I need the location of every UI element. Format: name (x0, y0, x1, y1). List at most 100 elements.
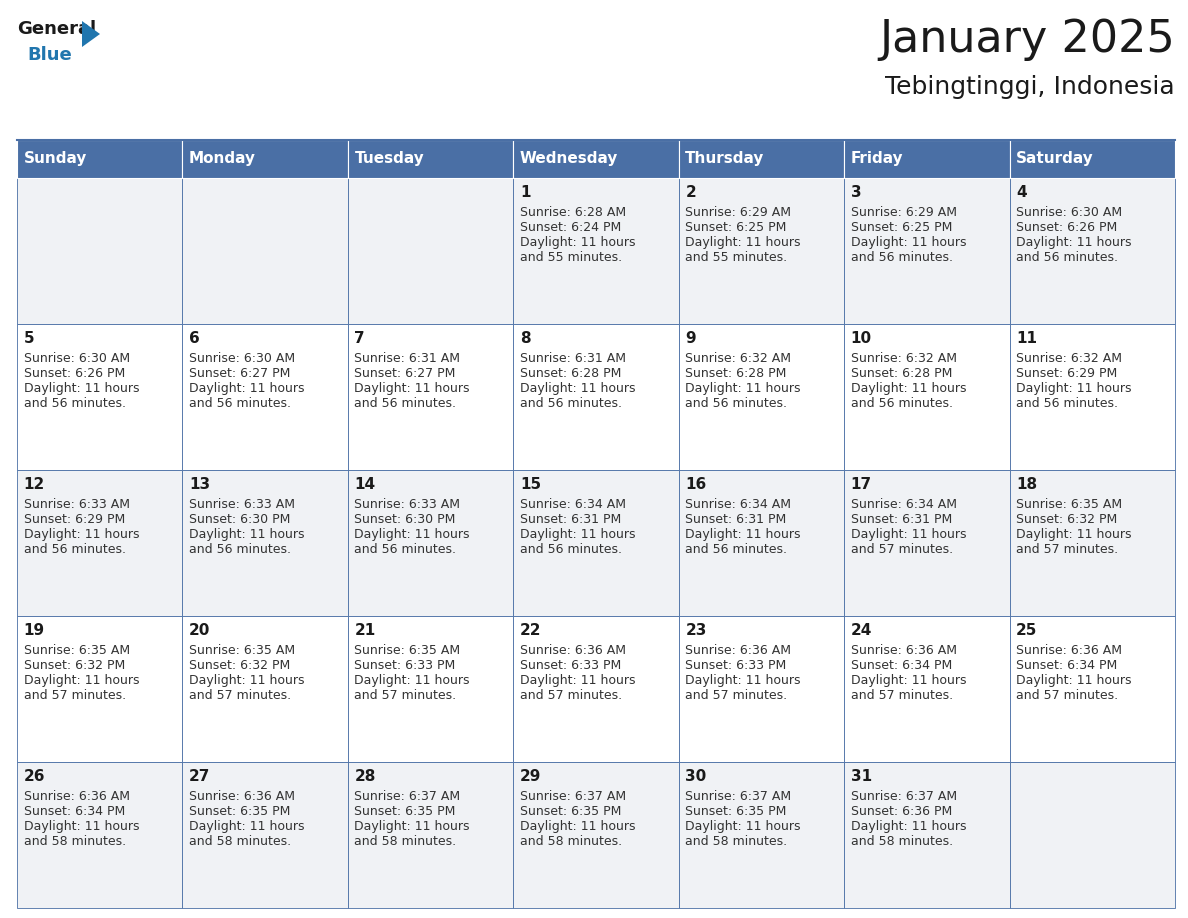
Text: Daylight: 11 hours: Daylight: 11 hours (851, 820, 966, 834)
Text: and 56 minutes.: and 56 minutes. (685, 543, 788, 556)
Text: 21: 21 (354, 623, 375, 638)
Text: 29: 29 (520, 769, 542, 784)
Text: and 56 minutes.: and 56 minutes. (24, 543, 126, 556)
Bar (348, 616, 513, 762)
Bar (678, 178, 845, 324)
Bar (183, 470, 348, 616)
Bar (678, 616, 845, 762)
Text: Sunrise: 6:33 AM: Sunrise: 6:33 AM (189, 498, 295, 510)
Text: Sunrise: 6:31 AM: Sunrise: 6:31 AM (520, 352, 626, 364)
Text: and 55 minutes.: and 55 minutes. (685, 252, 788, 264)
Text: Sunrise: 6:36 AM: Sunrise: 6:36 AM (851, 644, 956, 656)
Text: Sunset: 6:33 PM: Sunset: 6:33 PM (685, 659, 786, 672)
Text: Blue: Blue (27, 46, 71, 64)
Text: Sunrise: 6:33 AM: Sunrise: 6:33 AM (354, 498, 461, 510)
Text: Sunset: 6:35 PM: Sunset: 6:35 PM (189, 805, 290, 818)
Bar (348, 140, 513, 178)
Bar (513, 140, 678, 178)
Text: Daylight: 11 hours: Daylight: 11 hours (520, 820, 636, 834)
Bar (513, 470, 678, 616)
Text: Sunrise: 6:31 AM: Sunrise: 6:31 AM (354, 352, 461, 364)
Text: Sunset: 6:30 PM: Sunset: 6:30 PM (354, 513, 456, 526)
Bar (183, 178, 348, 324)
Text: 15: 15 (520, 477, 541, 492)
Text: Sunrise: 6:33 AM: Sunrise: 6:33 AM (24, 498, 129, 510)
Text: Daylight: 11 hours: Daylight: 11 hours (354, 528, 470, 541)
Text: Sunset: 6:35 PM: Sunset: 6:35 PM (354, 805, 456, 818)
Text: and 58 minutes.: and 58 minutes. (354, 835, 456, 848)
Text: Daylight: 11 hours: Daylight: 11 hours (24, 382, 139, 395)
Text: Sunset: 6:33 PM: Sunset: 6:33 PM (520, 659, 621, 672)
Text: Sunrise: 6:30 AM: Sunrise: 6:30 AM (24, 352, 129, 364)
Text: 30: 30 (685, 769, 707, 784)
Text: Daylight: 11 hours: Daylight: 11 hours (685, 382, 801, 395)
Text: Sunset: 6:29 PM: Sunset: 6:29 PM (1016, 367, 1118, 380)
Text: Daylight: 11 hours: Daylight: 11 hours (189, 528, 304, 541)
Text: 9: 9 (685, 331, 696, 346)
Text: and 56 minutes.: and 56 minutes. (24, 397, 126, 410)
Text: Daylight: 11 hours: Daylight: 11 hours (354, 674, 470, 688)
Text: 28: 28 (354, 769, 375, 784)
Bar (183, 140, 348, 178)
Text: Daylight: 11 hours: Daylight: 11 hours (189, 674, 304, 688)
Text: Sunrise: 6:29 AM: Sunrise: 6:29 AM (851, 206, 956, 218)
Text: Sunrise: 6:37 AM: Sunrise: 6:37 AM (520, 789, 626, 802)
Text: and 56 minutes.: and 56 minutes. (1016, 397, 1118, 410)
Text: Sunset: 6:28 PM: Sunset: 6:28 PM (520, 367, 621, 380)
Text: Sunrise: 6:37 AM: Sunrise: 6:37 AM (851, 789, 956, 802)
Text: and 57 minutes.: and 57 minutes. (685, 689, 788, 702)
Text: 3: 3 (851, 185, 861, 200)
Text: and 56 minutes.: and 56 minutes. (851, 252, 953, 264)
Text: and 56 minutes.: and 56 minutes. (520, 397, 621, 410)
Text: and 55 minutes.: and 55 minutes. (520, 252, 623, 264)
Text: Sunset: 6:27 PM: Sunset: 6:27 PM (354, 367, 456, 380)
Text: 1: 1 (520, 185, 530, 200)
Text: Sunset: 6:31 PM: Sunset: 6:31 PM (851, 513, 952, 526)
Text: Sunrise: 6:36 AM: Sunrise: 6:36 AM (24, 789, 129, 802)
Bar (183, 616, 348, 762)
Text: Daylight: 11 hours: Daylight: 11 hours (685, 820, 801, 834)
Bar (845, 140, 1010, 178)
Text: and 57 minutes.: and 57 minutes. (354, 689, 456, 702)
Text: Sunrise: 6:36 AM: Sunrise: 6:36 AM (189, 789, 295, 802)
Text: Thursday: Thursday (685, 151, 765, 166)
Text: 22: 22 (520, 623, 542, 638)
Text: Sunrise: 6:34 AM: Sunrise: 6:34 AM (851, 498, 956, 510)
Text: and 56 minutes.: and 56 minutes. (1016, 252, 1118, 264)
Text: Daylight: 11 hours: Daylight: 11 hours (1016, 236, 1132, 249)
Text: Daylight: 11 hours: Daylight: 11 hours (24, 820, 139, 834)
Text: Sunrise: 6:35 AM: Sunrise: 6:35 AM (189, 644, 295, 656)
Text: Daylight: 11 hours: Daylight: 11 hours (24, 528, 139, 541)
Text: 16: 16 (685, 477, 707, 492)
Bar (678, 324, 845, 470)
Bar (348, 762, 513, 908)
Text: and 57 minutes.: and 57 minutes. (189, 689, 291, 702)
Text: Sunday: Sunday (24, 151, 87, 166)
Text: Daylight: 11 hours: Daylight: 11 hours (189, 820, 304, 834)
Text: Daylight: 11 hours: Daylight: 11 hours (685, 528, 801, 541)
Text: Sunrise: 6:30 AM: Sunrise: 6:30 AM (1016, 206, 1123, 218)
Text: 6: 6 (189, 331, 200, 346)
Text: 13: 13 (189, 477, 210, 492)
Text: and 57 minutes.: and 57 minutes. (851, 543, 953, 556)
Text: Wednesday: Wednesday (520, 151, 618, 166)
Bar (17, 470, 183, 616)
Text: Daylight: 11 hours: Daylight: 11 hours (685, 674, 801, 688)
Text: 7: 7 (354, 331, 365, 346)
Bar (17, 616, 183, 762)
Bar (183, 324, 348, 470)
Text: 5: 5 (24, 331, 34, 346)
Bar (513, 762, 678, 908)
Text: Sunrise: 6:34 AM: Sunrise: 6:34 AM (685, 498, 791, 510)
Text: Daylight: 11 hours: Daylight: 11 hours (851, 528, 966, 541)
Polygon shape (82, 21, 100, 47)
Bar (183, 762, 348, 908)
Text: Sunrise: 6:37 AM: Sunrise: 6:37 AM (685, 789, 791, 802)
Bar (845, 178, 1010, 324)
Bar (678, 140, 845, 178)
Text: Daylight: 11 hours: Daylight: 11 hours (851, 236, 966, 249)
Text: 14: 14 (354, 477, 375, 492)
Text: Sunrise: 6:35 AM: Sunrise: 6:35 AM (24, 644, 129, 656)
Text: and 58 minutes.: and 58 minutes. (189, 835, 291, 848)
Bar (1010, 324, 1175, 470)
